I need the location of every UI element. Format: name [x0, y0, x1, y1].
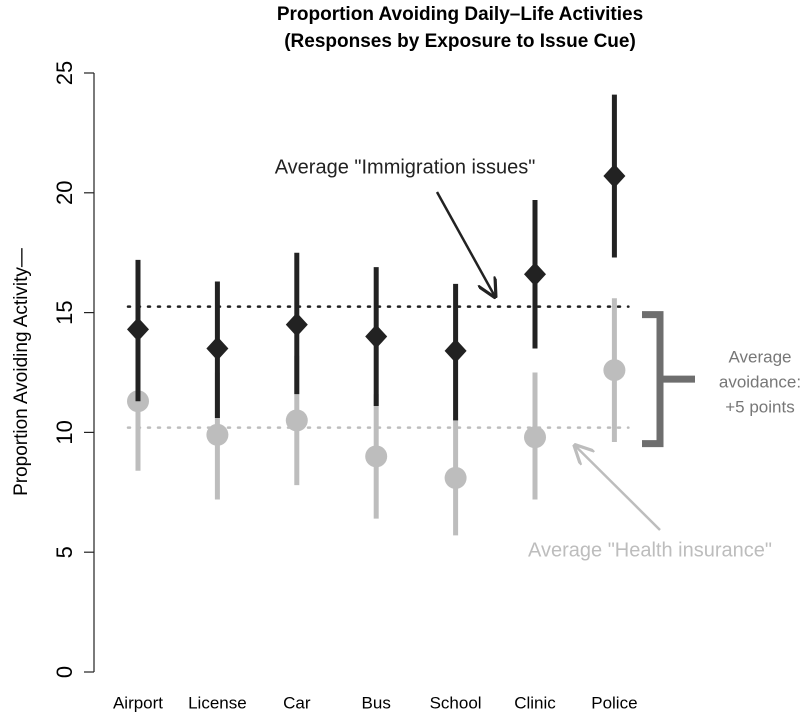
bracket: [642, 311, 695, 448]
y-tick-label: 25: [52, 61, 77, 85]
arrow: [435, 191, 495, 297]
y-tick-label: 5: [52, 546, 77, 558]
annotation: Average "Health insurance": [528, 539, 772, 561]
point: [365, 445, 388, 468]
x-tick-label: Car: [283, 693, 311, 712]
point: [603, 359, 626, 382]
point: [603, 164, 626, 189]
point: [524, 426, 546, 449]
y-tick-label: 15: [52, 300, 77, 324]
point: [365, 324, 388, 349]
point: [285, 312, 308, 337]
point: [127, 317, 149, 342]
point: [524, 262, 546, 287]
arrow: [575, 446, 661, 531]
y-axis-label: Proportion Avoiding Activity—: [11, 248, 32, 496]
point: [206, 336, 229, 361]
annotation: +5 points: [725, 397, 794, 416]
chart-subtitle: (Responses by Exposure to Issue Cue): [284, 31, 636, 52]
x-tick-label: Airport: [113, 693, 163, 712]
x-tick-label: Police: [591, 693, 637, 712]
annotation: Average: [728, 347, 791, 366]
point: [444, 338, 467, 363]
chart-title: Proportion Avoiding Daily–Life Activitie…: [277, 4, 643, 25]
x-tick-label: License: [188, 693, 247, 712]
x-tick-label: Bus: [362, 693, 391, 712]
x-tick-label: School: [430, 693, 482, 712]
annotation: Average "Immigration issues": [275, 156, 536, 178]
y-tick-label: 0: [52, 666, 77, 678]
y-tick-label: 20: [52, 181, 77, 205]
point: [206, 423, 229, 446]
x-tick-label: Clinic: [514, 693, 556, 712]
point: [444, 466, 467, 489]
y-tick-label: 10: [52, 420, 77, 444]
point: [285, 409, 308, 432]
annotation: avoidance:: [719, 372, 801, 391]
